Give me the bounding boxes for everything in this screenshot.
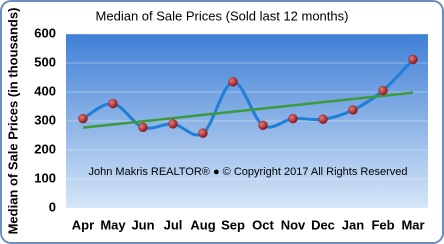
- plot-area: [66, 34, 428, 208]
- x-tick-label: Jun: [131, 217, 154, 232]
- marker: [318, 114, 328, 125]
- x-tick-label: Mar: [401, 217, 424, 232]
- x-tick-label: Dec: [311, 217, 335, 232]
- chart-title: Median of Sale Prices (Sold last 12 mont…: [96, 8, 349, 23]
- x-tick-label: Oct: [252, 217, 274, 232]
- y-tick-label: 400: [34, 83, 56, 98]
- x-tick-label: Nov: [281, 217, 306, 232]
- marker: [228, 77, 238, 87]
- x-tick-label: Jan: [342, 217, 364, 232]
- marker: [168, 119, 178, 129]
- marker: [78, 113, 88, 124]
- marker: [288, 113, 298, 124]
- y-tick-label: 0: [49, 199, 56, 214]
- y-tick-label: 500: [34, 54, 56, 69]
- marker: [198, 128, 208, 138]
- marker: [258, 120, 268, 131]
- marker: [108, 98, 118, 109]
- marker: [408, 54, 418, 65]
- x-tick-label: Aug: [190, 217, 215, 232]
- y-tick-label: 300: [34, 112, 56, 127]
- annotation: John Makris REALTOR® ● © Copyright 2017 …: [89, 166, 408, 178]
- marker: [378, 85, 388, 96]
- y-tick-label: 100: [34, 170, 56, 185]
- x-tick-label: Sep: [221, 217, 245, 232]
- x-tick-label: May: [100, 217, 126, 232]
- y-tick-label: 200: [34, 141, 56, 156]
- x-tick-label: Jul: [164, 217, 183, 232]
- marker: [138, 122, 148, 133]
- x-tick-label: Feb: [371, 217, 394, 232]
- trend-line: [82, 91, 414, 129]
- marker: [348, 105, 358, 115]
- y-axis-label: Median of Sale Prices (in thousands): [5, 8, 20, 235]
- x-tick-label: Apr: [72, 217, 94, 232]
- y-tick-label: 600: [34, 25, 56, 40]
